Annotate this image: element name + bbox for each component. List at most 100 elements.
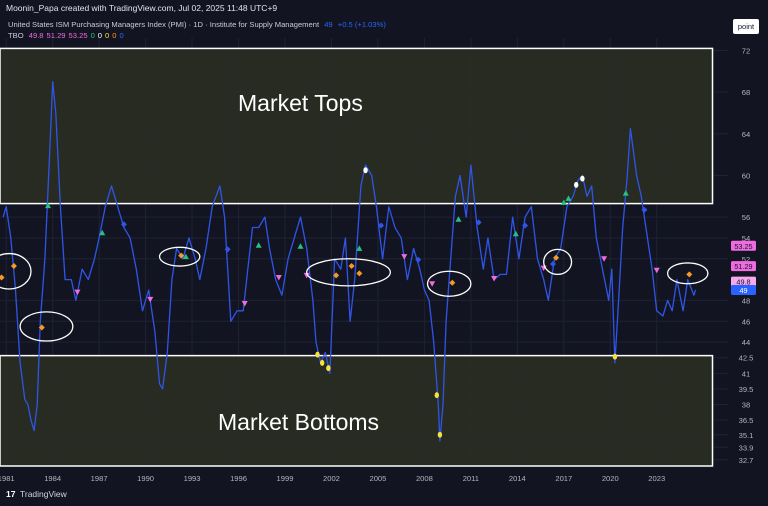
triangle-down-marker xyxy=(429,281,436,287)
y-tick-label: 35.1 xyxy=(739,431,754,440)
triangle-up-marker xyxy=(356,245,363,251)
y-tick-label: 54 xyxy=(742,234,750,243)
x-tick-label: 2023 xyxy=(648,474,665,483)
tradingview-logo[interactable]: 17 TradingView xyxy=(6,489,67,499)
triangle-up-marker xyxy=(565,195,572,201)
zone-layer xyxy=(0,47,714,467)
price-label: 49 xyxy=(739,286,747,295)
x-tick-label: 1990 xyxy=(137,474,154,483)
price-label-box xyxy=(731,240,756,251)
market-bottoms-label: Market Bottoms xyxy=(218,409,380,435)
y-tick-label: 64 xyxy=(742,130,750,139)
triangle-down-marker xyxy=(601,256,608,262)
dot-marker xyxy=(437,431,443,438)
indicator-value: 0 xyxy=(119,31,124,40)
triangle-up-marker xyxy=(255,242,262,248)
triangle-down-marker xyxy=(401,254,408,260)
y-tick-label: 41 xyxy=(742,369,750,378)
indicator-legend[interactable]: TBO 49.8 51.29 53.25 0 0 0 0 0 xyxy=(8,31,124,40)
marker-layer xyxy=(0,167,693,438)
triangle-up-marker xyxy=(99,229,106,236)
dot-marker xyxy=(580,175,585,182)
indicator-value: 49.8 xyxy=(28,31,44,40)
scale-mode-button[interactable]: point xyxy=(733,19,759,34)
diamond-marker xyxy=(641,206,648,213)
triangle-down-marker xyxy=(74,289,81,296)
price-label-box xyxy=(731,285,756,296)
x-tick-label: 1999 xyxy=(277,474,294,483)
y-tick-label: 52 xyxy=(742,255,750,264)
dot-marker xyxy=(319,359,325,366)
indicator-value: 0 xyxy=(97,31,103,40)
y-tick-label: 68 xyxy=(742,88,750,97)
dot-marker xyxy=(363,167,368,174)
diamond-marker xyxy=(549,260,556,267)
y-tick-label: 38 xyxy=(742,401,750,410)
indicator-value: 0 xyxy=(105,31,110,40)
triangle-down-marker xyxy=(275,275,282,281)
annotation-circle xyxy=(19,311,74,342)
annotation-circle xyxy=(306,258,391,287)
market-tops-label: Market Tops xyxy=(238,90,363,116)
zone-box xyxy=(0,354,714,467)
zone-box xyxy=(0,47,714,205)
x-axis: 1981 1984 1987 1990 1993 1996 1999 2002 2005 2008… xyxy=(0,474,665,483)
annotation-circle xyxy=(666,262,709,285)
diamond-marker xyxy=(378,222,385,229)
series-change: +0.5 (+1.03%) xyxy=(337,20,386,29)
annotation-layer xyxy=(0,246,709,342)
y-tick-label: 42.5 xyxy=(739,354,754,363)
triangle-up-marker xyxy=(512,230,519,237)
dot-marker xyxy=(326,365,331,372)
diamond-marker xyxy=(415,256,422,263)
diamond-marker xyxy=(120,221,127,228)
diamond-marker xyxy=(522,222,529,229)
x-tick-label: 1996 xyxy=(230,474,247,483)
indicator-value: 51.29 xyxy=(46,31,66,40)
y-tick-label: 56 xyxy=(742,213,750,222)
y-axis: 72 68 64 60 56 54 52 48 46 44 42.5 41 39.5 38 36.5 35.1… xyxy=(731,46,756,465)
triangle-up-marker xyxy=(560,199,567,206)
diamond-marker xyxy=(224,246,231,253)
price-label-box xyxy=(731,276,756,287)
triangle-up-marker xyxy=(45,202,52,209)
diamond-marker xyxy=(0,274,5,281)
x-tick-label: 2002 xyxy=(323,474,340,483)
indicator-values: 49.8 51.29 53.25 0 0 0 0 0 xyxy=(26,31,124,40)
x-tick-label: 1984 xyxy=(44,474,61,483)
tradingview-logo-icon: 17 xyxy=(6,489,16,499)
x-tick-label: 1981 xyxy=(0,474,15,483)
diamond-marker xyxy=(356,270,363,277)
price-label: 53.25 xyxy=(734,242,752,251)
y-tick-label: 60 xyxy=(742,171,750,180)
triangle-up-marker xyxy=(622,190,629,196)
diamond-marker xyxy=(10,263,17,270)
x-tick-label: 1987 xyxy=(91,474,108,483)
x-tick-label: 2008 xyxy=(416,474,433,483)
price-label-box xyxy=(731,261,756,272)
triangle-down-marker xyxy=(303,272,310,279)
price-label: 49.8 xyxy=(736,278,750,287)
triangle-up-marker xyxy=(182,253,189,260)
x-tick-label: 2020 xyxy=(602,474,619,483)
y-tick-label: 36.5 xyxy=(739,416,754,425)
indicator-name: TBO xyxy=(8,31,24,40)
series-layer xyxy=(2,81,697,442)
triangle-down-marker xyxy=(147,296,154,303)
x-tick-label: 2005 xyxy=(369,474,386,483)
tradingview-logo-text: TradingView xyxy=(20,489,67,499)
series-legend[interactable]: United States ISM Purchasing Managers In… xyxy=(8,20,386,29)
indicator-value: 53.25 xyxy=(68,31,88,40)
pmi-line xyxy=(2,81,697,442)
price-label: 51.29 xyxy=(734,262,752,271)
diamond-marker xyxy=(449,279,456,286)
diamond-marker xyxy=(686,271,693,278)
dot-marker xyxy=(612,353,618,360)
triangle-down-marker xyxy=(241,301,248,307)
y-tick-label: 39.5 xyxy=(739,385,754,394)
dot-marker xyxy=(315,351,320,358)
triangle-down-marker xyxy=(653,267,660,274)
y-tick-label: 33.9 xyxy=(739,443,754,452)
x-tick-label: 2011 xyxy=(463,474,479,483)
